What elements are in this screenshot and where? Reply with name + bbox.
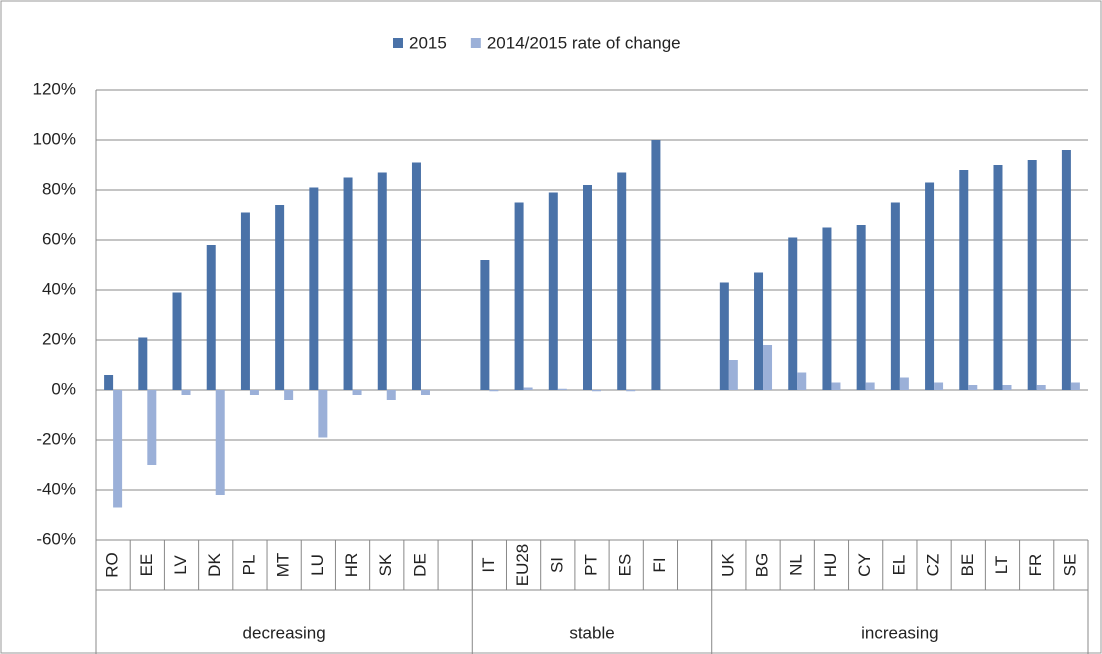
y-tick-label: 0% (51, 379, 76, 398)
x-tick-label: NL (787, 554, 806, 576)
bar (489, 390, 499, 392)
x-tick-label: LT (992, 556, 1011, 575)
bar (592, 390, 601, 392)
bar (104, 375, 114, 390)
y-tick-label: 80% (42, 179, 76, 198)
x-tick-label: RO (103, 552, 122, 578)
bar (719, 282, 729, 390)
bar (206, 245, 216, 390)
y-tick-label: 60% (42, 229, 76, 248)
x-tick-label: MT (274, 553, 293, 578)
bar (993, 165, 1003, 390)
bar (352, 390, 362, 395)
bar (249, 390, 259, 395)
x-tick-label: BG (753, 553, 772, 578)
bar (1027, 160, 1037, 390)
bar (583, 185, 592, 390)
bar (215, 390, 225, 495)
x-tick-label: UK (718, 553, 737, 577)
bar (890, 202, 900, 390)
x-tick-label: EE (137, 554, 156, 577)
bar (797, 372, 807, 390)
bar (788, 237, 798, 390)
x-tick-label: PL (239, 555, 258, 576)
bar (377, 172, 387, 390)
legend-swatch (393, 38, 403, 48)
y-tick-label: -60% (36, 529, 76, 548)
bar (728, 360, 738, 390)
x-tick-label: FI (650, 557, 669, 572)
x-tick-label: CY (855, 553, 874, 577)
x-tick-label: IT (479, 557, 498, 572)
bar (865, 382, 875, 390)
bar (959, 170, 969, 390)
x-tick-label: LU (308, 554, 327, 576)
x-tick-label: LV (171, 555, 190, 575)
y-tick-label: 20% (42, 329, 76, 348)
y-tick-label: 40% (42, 279, 76, 298)
bar (523, 387, 533, 390)
y-tick-label: -40% (36, 479, 76, 498)
x-tick-label: EU28 (513, 544, 532, 587)
bar (514, 202, 524, 390)
bar (763, 345, 773, 390)
x-tick-label: EL (889, 555, 908, 576)
x-tick-label: DE (410, 553, 429, 577)
bar (617, 172, 627, 390)
bar (925, 182, 935, 390)
bar (968, 385, 978, 390)
bar (309, 187, 319, 390)
group-label: stable (569, 623, 614, 642)
x-tick-label: DK (205, 553, 224, 577)
bar (147, 390, 157, 465)
group-label: decreasing (243, 623, 326, 642)
bar (172, 292, 182, 390)
x-tick-label: BE (958, 554, 977, 577)
bar (240, 212, 250, 390)
legend-label: 2014/2015 rate of change (487, 33, 681, 52)
legend-label: 2015 (409, 33, 447, 52)
bar (557, 388, 567, 390)
x-tick-label: SE (1060, 554, 1079, 577)
x-tick-label: SK (376, 553, 395, 576)
y-tick-label: 100% (33, 129, 76, 148)
bar (181, 390, 191, 395)
legend-swatch (470, 38, 481, 48)
bar (275, 205, 285, 390)
bar (138, 337, 148, 390)
bar (651, 140, 661, 390)
x-tick-label: CZ (924, 554, 943, 577)
bar (420, 390, 430, 395)
bar (1061, 150, 1071, 390)
bar (386, 390, 396, 400)
x-tick-label: ES (616, 554, 635, 577)
group-label: increasing (861, 623, 939, 642)
x-tick-label: FR (1026, 554, 1045, 577)
bar (1036, 385, 1046, 390)
bar (343, 177, 353, 390)
bar (754, 272, 764, 390)
bar (480, 260, 490, 390)
bar (1002, 385, 1012, 390)
x-tick-label: HR (342, 553, 361, 578)
bar (411, 162, 421, 390)
y-tick-label: -20% (36, 429, 76, 448)
bar (899, 377, 909, 390)
x-tick-label: HU (821, 553, 840, 578)
bar (1070, 382, 1080, 390)
bar (284, 390, 294, 400)
bar (626, 390, 636, 392)
bar (934, 382, 944, 390)
bar (318, 390, 328, 438)
bar (548, 192, 558, 390)
x-tick-label: SI (547, 557, 566, 573)
bar (831, 382, 841, 390)
bar (113, 390, 123, 508)
bar (822, 227, 832, 390)
x-tick-label: PT (581, 554, 600, 576)
y-tick-label: 120% (33, 79, 76, 98)
bar (856, 225, 866, 390)
